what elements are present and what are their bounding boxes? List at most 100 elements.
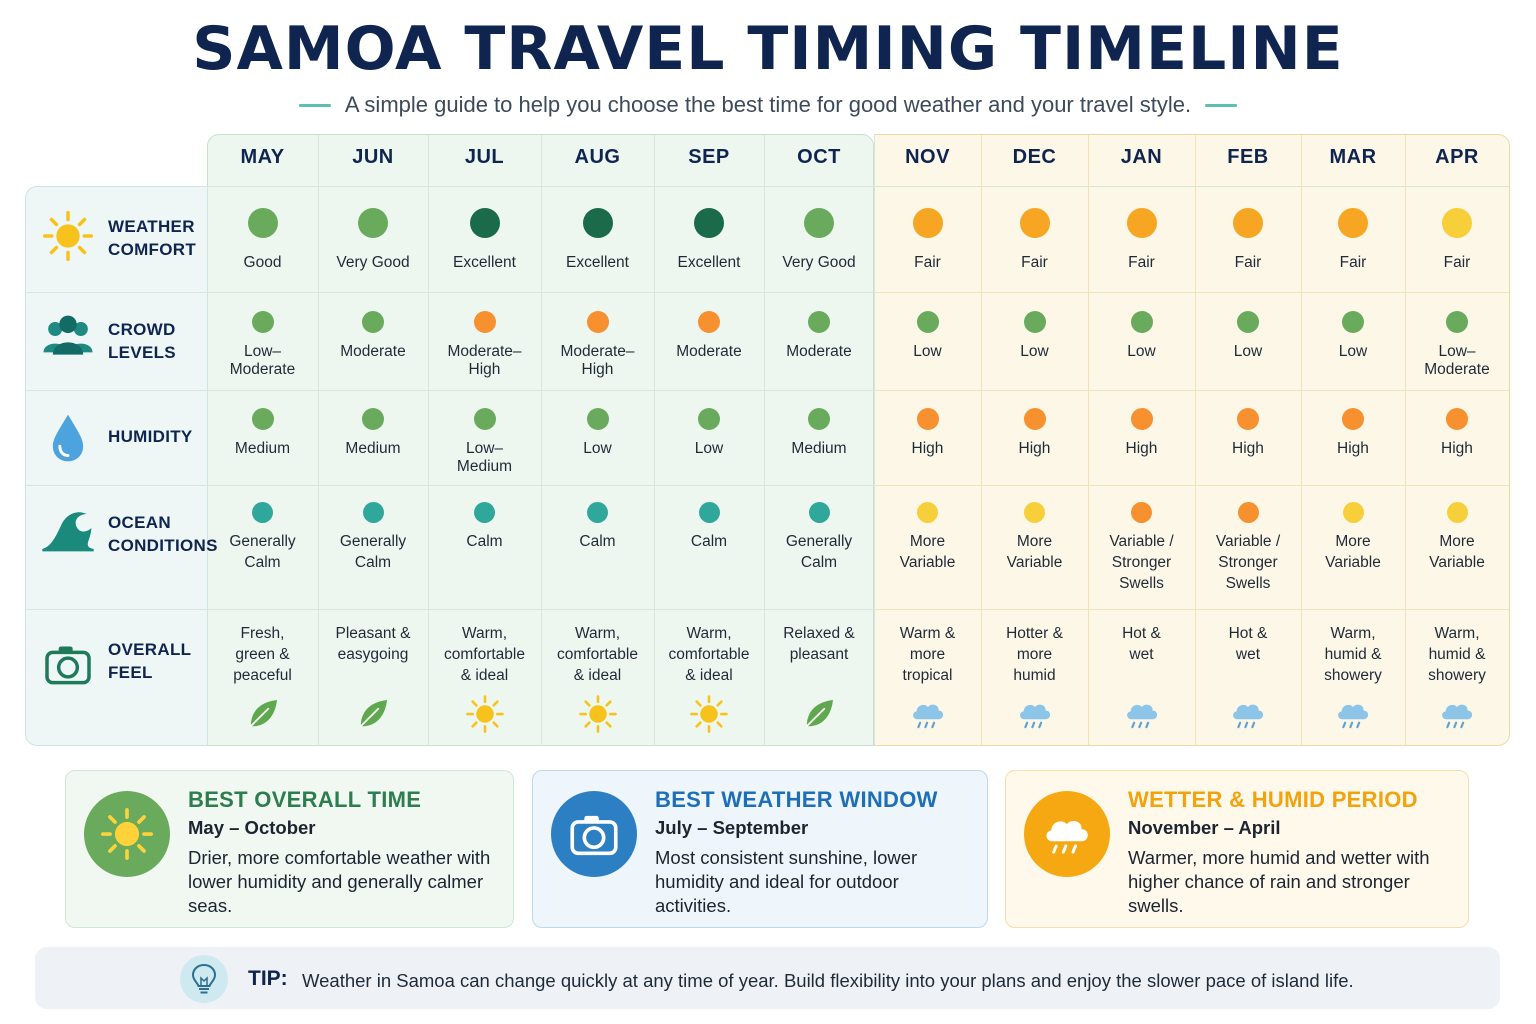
subtitle-row: A simple guide to help you choose the be… bbox=[0, 90, 1536, 120]
crowd-value: Low– Moderate bbox=[229, 343, 296, 378]
ocean-cell: Calm bbox=[428, 502, 541, 552]
column-divider bbox=[428, 135, 429, 746]
feel-cell: Fresh, green & peaceful bbox=[207, 623, 318, 686]
card-description: Warmer, more humid and wetter with highe… bbox=[1128, 847, 1430, 916]
sun-icon bbox=[688, 693, 730, 739]
status-dot bbox=[586, 408, 609, 430]
status-dot bbox=[808, 502, 830, 523]
ocean-cell: More Variable bbox=[874, 502, 981, 573]
crowd-cell: Low– Moderate bbox=[207, 311, 318, 379]
status-dot bbox=[473, 311, 496, 333]
status-dot bbox=[474, 502, 495, 523]
column-divider bbox=[874, 135, 875, 746]
weather-cell: Good bbox=[207, 208, 318, 273]
ocean-value: Generally Calm bbox=[229, 533, 296, 571]
row-label-line: COMFORT bbox=[108, 240, 197, 259]
status-dot bbox=[1342, 408, 1364, 430]
status-dot bbox=[1442, 208, 1472, 238]
status-dot bbox=[1023, 311, 1046, 333]
status-dot bbox=[698, 311, 720, 333]
crowd-cell: Moderate– High bbox=[541, 311, 654, 379]
divider bbox=[298, 103, 331, 107]
humidity-value: High bbox=[1018, 440, 1051, 457]
divider bbox=[1205, 103, 1238, 107]
weather-value: Fair bbox=[1339, 254, 1367, 271]
weather-cell: Fair bbox=[1301, 208, 1405, 273]
rain-cloud-icon bbox=[1024, 791, 1110, 877]
status-dot bbox=[469, 208, 500, 238]
feel-value: Warm, comfortable & ideal bbox=[557, 625, 638, 684]
row-label: WEATHER COMFORT bbox=[108, 215, 196, 261]
status-dot bbox=[1338, 208, 1368, 238]
camera-icon bbox=[551, 791, 637, 877]
weather-cell: Excellent bbox=[541, 208, 654, 273]
row-label-line: CROWD bbox=[108, 320, 176, 339]
row-label: OCEAN CONDITIONS bbox=[108, 511, 218, 557]
status-dot bbox=[586, 311, 609, 333]
status-dot bbox=[912, 208, 943, 238]
wave-icon bbox=[40, 500, 96, 560]
status-dot bbox=[1130, 408, 1153, 430]
row-label-line: CONDITIONS bbox=[108, 536, 218, 555]
feel-cell: Warm & more tropical bbox=[874, 623, 981, 686]
crowd-cell: Low bbox=[1088, 311, 1195, 361]
row-divider bbox=[874, 292, 1509, 293]
crowd-cell: Low bbox=[874, 311, 981, 361]
humidity-value: Medium bbox=[791, 440, 847, 457]
weather-value: Excellent bbox=[677, 254, 741, 271]
status-dot bbox=[1023, 408, 1046, 430]
feel-cell: Hot & wet bbox=[1195, 623, 1301, 665]
weather-cell: Fair bbox=[874, 208, 981, 273]
card-title: WETTER & HUMID PERIOD bbox=[1128, 787, 1418, 812]
status-dot bbox=[698, 502, 720, 523]
humidity-cell: Medium bbox=[318, 408, 428, 458]
weather-cell: Excellent bbox=[654, 208, 764, 273]
feel-cell: Hotter & more humid bbox=[981, 623, 1088, 686]
month-header: JUN bbox=[352, 146, 394, 168]
ocean-value: Variable / Stronger Swells bbox=[1109, 533, 1174, 592]
leaf-icon bbox=[242, 693, 284, 739]
crowd-value: Moderate– High bbox=[560, 343, 635, 378]
ocean-value: More Variable bbox=[1429, 533, 1485, 571]
lightbulb-icon bbox=[180, 955, 228, 1003]
feel-value: Hotter & more humid bbox=[1006, 625, 1063, 684]
ocean-value: Variable / Stronger Swells bbox=[1215, 533, 1281, 592]
weather-cell: Fair bbox=[1088, 208, 1195, 273]
humidity-cell: Low bbox=[541, 408, 654, 458]
column-divider bbox=[1088, 135, 1089, 746]
row-divider bbox=[25, 292, 874, 293]
crowd-value: Moderate bbox=[786, 343, 852, 360]
status-dot bbox=[1237, 408, 1259, 430]
feel-cell: Warm, humid & showery bbox=[1405, 623, 1509, 686]
row-label-line: WEATHER bbox=[108, 217, 195, 236]
ocean-value: Calm bbox=[690, 533, 728, 550]
status-dot bbox=[1446, 502, 1468, 523]
feel-cell: Pleasant & easygoing bbox=[318, 623, 428, 665]
weather-value: Fair bbox=[1021, 254, 1048, 271]
month-header: AUG bbox=[574, 146, 621, 168]
status-dot bbox=[916, 311, 939, 333]
humidity-value: High bbox=[1337, 440, 1369, 457]
status-dot bbox=[1446, 408, 1468, 430]
weather-value: Fair bbox=[1443, 254, 1471, 271]
feel-cell: Warm, comfortable & ideal bbox=[428, 623, 541, 686]
month-header: NOV bbox=[905, 146, 950, 168]
row-label-line: HUMIDITY bbox=[108, 427, 193, 446]
ocean-cell: Variable / Stronger Swells bbox=[1088, 502, 1195, 594]
crowd-value: Low bbox=[1127, 343, 1156, 360]
status-dot bbox=[362, 311, 384, 333]
humidity-value: High bbox=[1125, 440, 1158, 457]
row-label-line: OVERALL bbox=[108, 640, 192, 659]
column-divider bbox=[318, 135, 319, 746]
rain-cloud-icon bbox=[1014, 693, 1056, 739]
ocean-cell: Calm bbox=[541, 502, 654, 552]
feel-value: Hot & wet bbox=[1228, 625, 1268, 663]
humidity-cell: Medium bbox=[207, 408, 318, 458]
crowd-value: Moderate bbox=[676, 343, 742, 360]
ocean-value: Generally Calm bbox=[339, 533, 407, 571]
weather-value: Fair bbox=[1128, 254, 1155, 271]
card-description: Drier, more comfortable weather with low… bbox=[188, 847, 491, 916]
status-dot bbox=[251, 311, 274, 333]
humidity-value: High bbox=[1232, 440, 1264, 457]
crowd-value: Low bbox=[913, 343, 942, 360]
